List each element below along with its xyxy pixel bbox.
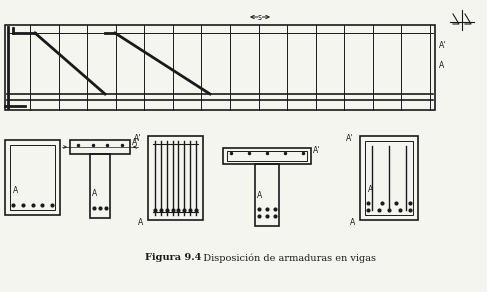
Text: A: A — [257, 191, 262, 200]
Text: A': A' — [439, 41, 447, 50]
Bar — [70, 140, 130, 154]
Text: A: A — [13, 186, 18, 195]
Text: A': A' — [313, 146, 320, 155]
Bar — [90, 154, 110, 218]
Text: A: A — [92, 189, 97, 198]
Bar — [227, 151, 307, 161]
Bar — [255, 164, 279, 226]
Bar — [10, 145, 55, 210]
Bar — [5, 140, 60, 215]
Text: s: s — [258, 13, 262, 22]
Text: A: A — [439, 60, 444, 69]
Bar — [5, 25, 435, 110]
Text: A': A' — [132, 138, 139, 147]
Bar — [223, 148, 311, 164]
Bar — [365, 141, 413, 215]
Text: Disposición de armaduras en vigas: Disposición de armaduras en vigas — [197, 253, 376, 263]
Text: A': A' — [134, 134, 141, 143]
Text: A: A — [368, 185, 373, 194]
Bar — [148, 136, 203, 220]
Text: A: A — [350, 218, 355, 227]
Text: A': A' — [346, 134, 354, 143]
Text: A: A — [138, 218, 143, 227]
Text: Figura 9.4: Figura 9.4 — [145, 253, 202, 263]
Bar — [360, 136, 418, 220]
